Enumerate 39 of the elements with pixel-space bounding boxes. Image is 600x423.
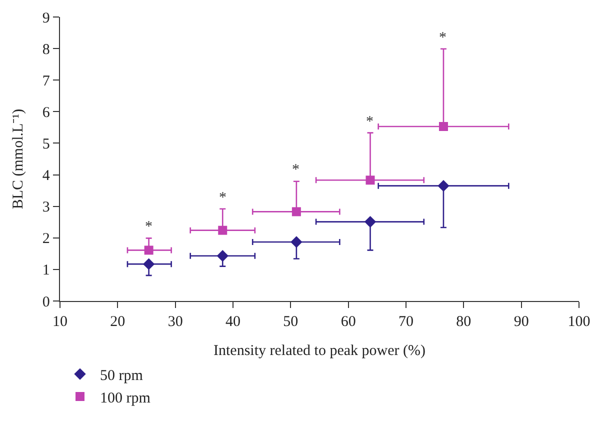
x-tick-label: 40 xyxy=(226,314,240,330)
y-tick-label: 6 xyxy=(42,104,50,121)
y-tick-label: 4 xyxy=(42,168,50,184)
y-tick-label: 3 xyxy=(42,200,50,216)
x-tick-label: 80 xyxy=(456,314,472,330)
point xyxy=(366,176,375,185)
y-tick-label: 0 xyxy=(42,294,50,310)
point xyxy=(290,236,302,248)
annotation: * xyxy=(145,219,152,235)
y-tick-label: 5 xyxy=(42,136,50,152)
point xyxy=(218,226,228,235)
x-tick-label: 20 xyxy=(110,314,126,330)
legend-label: 100 rpm xyxy=(100,390,151,406)
point xyxy=(438,180,450,192)
point xyxy=(364,216,376,228)
x-tick-label: 70 xyxy=(398,314,414,330)
y-tick-label: 9 xyxy=(42,10,50,26)
point xyxy=(292,207,301,216)
x-tick-label: 30 xyxy=(168,314,183,330)
annotation: * xyxy=(366,114,374,130)
legend-label: 50 rpm xyxy=(100,368,144,384)
y-tick-label: 1 xyxy=(42,262,50,279)
point xyxy=(142,258,155,270)
point xyxy=(216,250,228,262)
x-tick-label: 50 xyxy=(283,314,298,330)
annotation: * xyxy=(439,30,446,46)
y-tick-label: 8 xyxy=(42,42,50,58)
point xyxy=(438,122,448,131)
x-tick-label: 10 xyxy=(52,314,68,330)
x-tick-label: 60 xyxy=(340,314,356,330)
y-tick-label: 7 xyxy=(42,73,50,90)
annotation: * xyxy=(292,162,300,178)
y-axis-title: BLC (mmol.L⁻¹) xyxy=(10,108,27,210)
x-tick-label: 100 xyxy=(568,314,590,330)
point xyxy=(144,246,154,255)
x-tick-label: 90 xyxy=(514,314,529,330)
annotation: * xyxy=(219,190,226,206)
y-tick-label: 2 xyxy=(42,231,50,248)
x-axis-title: Intensity related to peak power (%) xyxy=(214,343,426,360)
